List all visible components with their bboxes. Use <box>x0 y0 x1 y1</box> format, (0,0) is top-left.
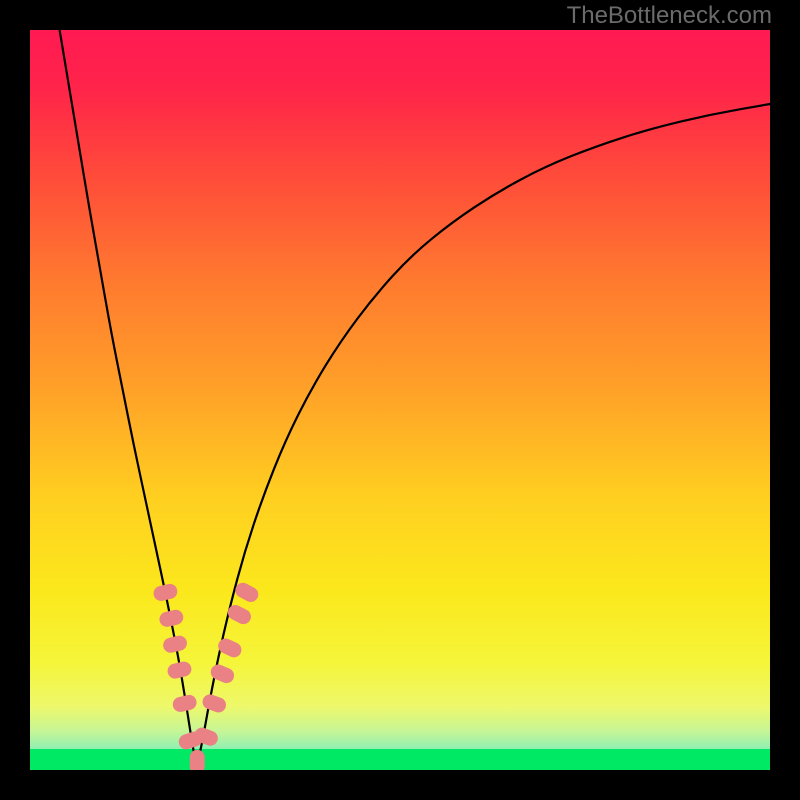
watermark-text: TheBottleneck.com <box>567 2 772 30</box>
chart-container: TheBottleneck.com <box>0 0 800 800</box>
marker <box>152 582 179 602</box>
marker <box>162 634 189 654</box>
plot-area <box>30 30 770 770</box>
marker <box>166 660 193 680</box>
marker <box>158 608 185 628</box>
marker <box>190 750 205 770</box>
marker <box>171 693 198 713</box>
marker <box>216 636 244 660</box>
marker <box>200 692 228 714</box>
curve-overlay <box>30 30 770 770</box>
bottleneck-curve <box>60 30 770 762</box>
